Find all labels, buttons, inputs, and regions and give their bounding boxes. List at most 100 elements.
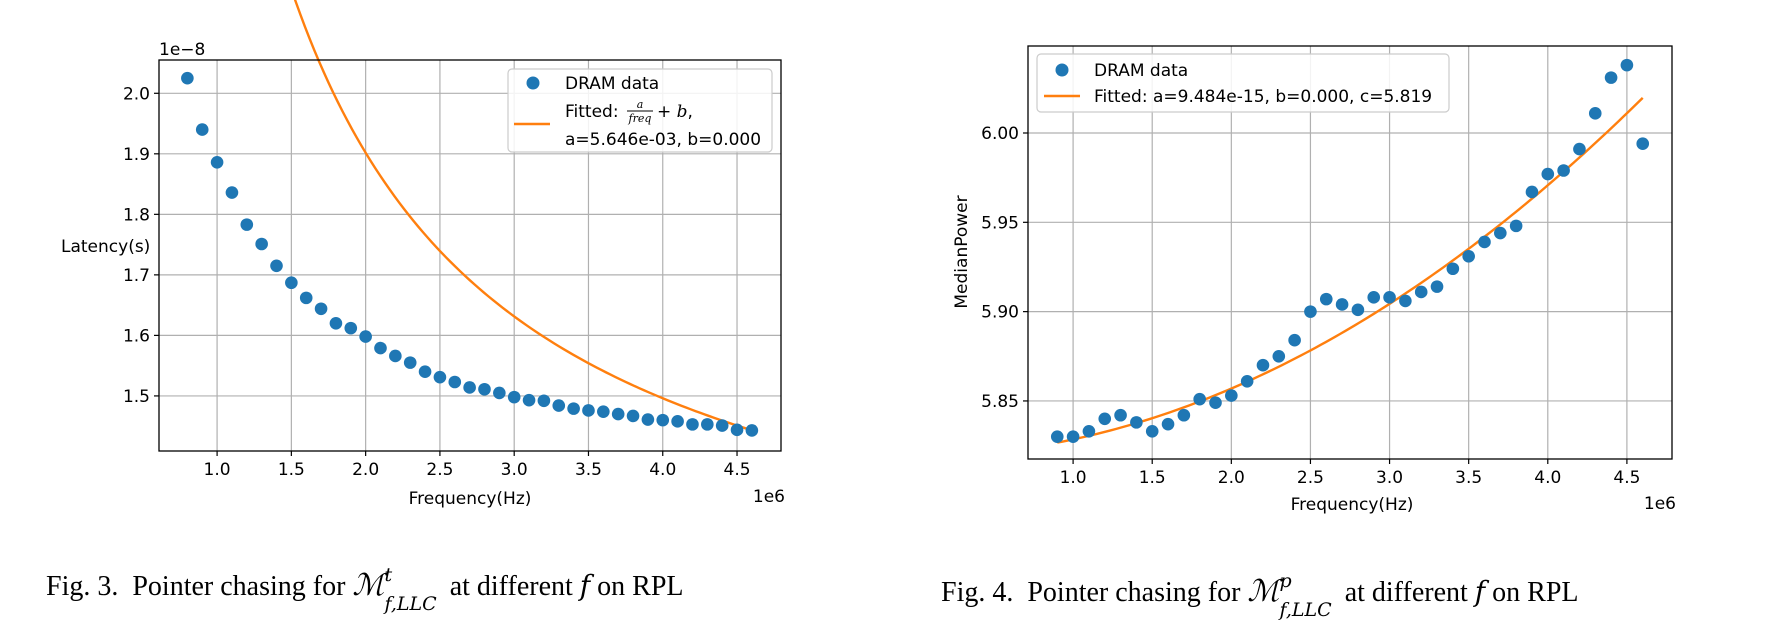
- x-tick-label: 3.0: [501, 460, 528, 480]
- data-points-group: [181, 71, 759, 437]
- y-tick-label: 1.5: [123, 387, 150, 407]
- data-point: [255, 237, 268, 251]
- legend-box: [1036, 53, 1450, 113]
- data-point: [359, 330, 372, 343]
- data-point: [1525, 185, 1539, 199]
- data-point: [1573, 142, 1586, 156]
- caption-subsup: p f,LLC: [1280, 571, 1332, 619]
- data-point: [1351, 303, 1365, 317]
- data-point: [1399, 294, 1412, 308]
- data-point: [507, 390, 521, 404]
- data-point: [314, 302, 328, 316]
- legend-label-data: DRAM data: [1094, 61, 1188, 81]
- legend: DRAM data Fitted: a freq + b, a=5.646e-0…: [507, 68, 773, 153]
- caption-middle: at different: [1337, 577, 1475, 608]
- legend-marker-data: [526, 76, 540, 90]
- y-tick-label: 1.6: [123, 326, 150, 346]
- y-tick-label: 5.90: [981, 303, 1019, 323]
- data-point: [1557, 164, 1570, 177]
- y-tick-label: 1.7: [123, 266, 150, 286]
- data-point: [374, 341, 387, 355]
- caption-suffix: on RPL: [1485, 577, 1579, 608]
- data-point: [1620, 58, 1634, 72]
- data-point: [1478, 235, 1491, 249]
- fitted-curve: [293, 0, 753, 432]
- data-point: [1604, 71, 1618, 84]
- x-axis-label: Frequency(Hz): [409, 489, 532, 509]
- data-point: [1225, 389, 1238, 402]
- data-point: [1240, 374, 1254, 388]
- power-chart: 1.0 1.5 2.0 2.5 3.0 3.5 4.0 4.5 5.85 5.90 5.95 6.00…: [952, 45, 1676, 515]
- data-point: [478, 382, 491, 396]
- data-point: [626, 409, 640, 423]
- legend-marker-data: [1055, 63, 1069, 77]
- data-point: [671, 415, 684, 428]
- x-tick-label: 4.5: [724, 460, 751, 480]
- caption-var: f: [579, 569, 591, 602]
- caption-subsup: t f,LLC: [385, 565, 437, 613]
- x-offset-label: 1e6: [1644, 494, 1676, 514]
- legend-label-fit: Fitted: a=9.484e-15, b=0.000, c=5.819: [1094, 87, 1432, 107]
- plot-frame: [158, 59, 782, 452]
- data-point: [1636, 137, 1650, 151]
- data-point: [730, 423, 744, 437]
- data-point: [240, 218, 254, 231]
- data-point: [1414, 285, 1428, 299]
- latency-chart: 1.0 1.5 2.0 2.5 3.0 3.5 4.0 4.5 1.5 1.6 1.7 1.8 1.9 2…: [61, 0, 785, 509]
- fitted-curve: [1057, 96, 1644, 444]
- legend-fit-prefix: Fitted:: [565, 102, 619, 122]
- data-point: [745, 424, 759, 437]
- y-tick-label: 5.85: [981, 392, 1019, 412]
- data-point: [567, 402, 580, 415]
- y-axis-label: Latency(s): [61, 237, 150, 257]
- data-point: [1193, 392, 1206, 406]
- data-point: [225, 186, 239, 199]
- data-point: [1050, 430, 1064, 443]
- data-point: [1288, 333, 1301, 347]
- data-point: [1161, 417, 1175, 431]
- axes-spines: [1027, 45, 1673, 460]
- data-point: [1367, 291, 1381, 304]
- plot-frame: [1027, 45, 1673, 460]
- x-offset-label: 1e6: [753, 487, 785, 507]
- data-point: [1114, 408, 1127, 422]
- formula-plus-b: + b,: [657, 102, 693, 122]
- x-tick-label: 4.0: [649, 460, 676, 480]
- data-point: [552, 399, 566, 412]
- y-tick-label: 6.00: [981, 124, 1019, 144]
- data-point: [611, 407, 625, 421]
- data-point: [1319, 292, 1333, 306]
- fitted-curve-group: [293, 0, 753, 432]
- data-point: [329, 316, 343, 330]
- x-tick-label: 3.5: [1455, 468, 1482, 488]
- x-tick-label: 1.0: [1060, 468, 1087, 488]
- data-point: [1304, 305, 1317, 318]
- data-point: [1177, 408, 1191, 422]
- data-point: [597, 405, 610, 418]
- data-point: [1256, 358, 1270, 372]
- data-point: [686, 418, 699, 431]
- data-point: [270, 259, 283, 273]
- x-tick-label: 3.5: [575, 460, 602, 480]
- x-axis-label: Frequency(Hz): [1291, 495, 1414, 515]
- caption-sup: p: [1279, 569, 1292, 592]
- y-tick-label: 2.0: [123, 84, 150, 104]
- data-point: [582, 404, 595, 417]
- x-tick-label: 4.0: [1534, 468, 1561, 488]
- x-tick-label: 2.5: [1297, 468, 1324, 488]
- data-point: [1335, 298, 1349, 311]
- data-point: [522, 393, 536, 407]
- formula-denominator: freq: [628, 112, 652, 125]
- data-point: [1588, 107, 1602, 120]
- data-point: [1509, 219, 1523, 233]
- caption-middle: at different: [442, 571, 580, 602]
- legend: DRAM data Fitted: a=9.484e-15, b=0.000, …: [1036, 53, 1450, 113]
- data-point: [1130, 416, 1143, 429]
- data-point: [1209, 396, 1222, 410]
- data-point: [1494, 226, 1507, 240]
- data-point: [1541, 167, 1555, 181]
- x-tick-label: 3.0: [1376, 468, 1403, 488]
- grid-lines: [1028, 46, 1672, 459]
